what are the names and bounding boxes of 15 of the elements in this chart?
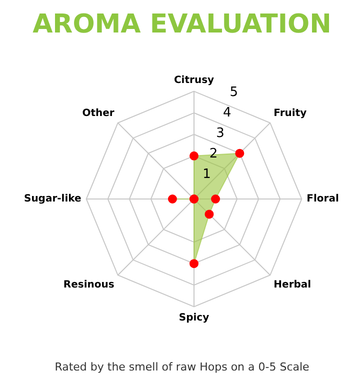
- text: Rated by the smell of raw Hops on a 0-5 Scale: [54, 360, 310, 374]
- spoke-label: Fruity: [274, 108, 308, 119]
- y-tick-label: 2: [209, 146, 218, 162]
- chart-title: AROMA EVALUATION: [32, 9, 332, 40]
- spoke-label: Floral: [306, 194, 339, 205]
- spoke-label: Other: [82, 108, 114, 119]
- y-tick-label: 1: [202, 166, 211, 182]
- spoke-label: Sugar-like: [24, 194, 82, 205]
- y-tick-label: 4: [222, 106, 232, 121]
- spoke-label: Resinous: [63, 279, 114, 290]
- y-tick-label: 3: [216, 126, 224, 142]
- spoke-label: Spicy: [178, 312, 210, 324]
- spoke-label: Herbal: [274, 279, 312, 290]
- y-tick-label: 5: [230, 85, 238, 100]
- spoke-label: Citrusy: [174, 74, 215, 86]
